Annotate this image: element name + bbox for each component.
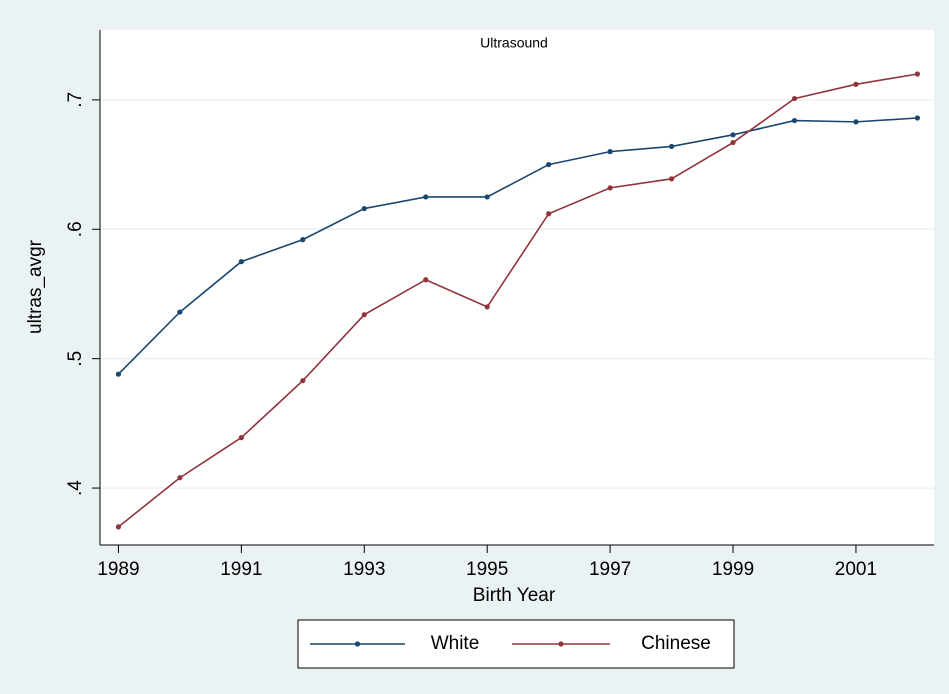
legend-marker xyxy=(354,641,361,647)
point xyxy=(484,304,490,310)
x-tick-label: 1995 xyxy=(466,559,508,580)
plot-background xyxy=(100,30,934,545)
point xyxy=(423,277,429,283)
point xyxy=(238,259,244,265)
point xyxy=(607,185,613,191)
point xyxy=(361,312,367,318)
point xyxy=(115,371,122,377)
point xyxy=(115,524,122,530)
y-tick-label: .7 xyxy=(65,92,86,108)
point xyxy=(238,435,244,441)
point xyxy=(423,194,429,200)
point xyxy=(361,205,367,212)
legend-label: Chinese xyxy=(641,633,711,654)
x-tick-label: 2001 xyxy=(835,559,877,580)
series-line xyxy=(117,117,918,375)
chart-title: Ultrasound xyxy=(480,35,548,51)
point xyxy=(914,71,921,77)
point xyxy=(607,149,613,155)
y-tick-label: .6 xyxy=(65,221,86,237)
x-axis-label: Birth Year xyxy=(473,585,556,606)
y-tick-label: .4 xyxy=(65,480,86,496)
point xyxy=(730,139,736,146)
point xyxy=(668,176,675,182)
point xyxy=(914,115,921,121)
x-tick-label: 1991 xyxy=(220,559,262,580)
point xyxy=(484,194,490,200)
point xyxy=(300,237,306,243)
point xyxy=(300,378,306,384)
point xyxy=(791,95,798,102)
y-axis-label: ultras_avgr xyxy=(25,239,46,334)
point xyxy=(546,161,552,168)
point xyxy=(546,211,552,217)
series-line xyxy=(117,73,918,528)
point xyxy=(730,132,736,138)
x-tick-label: 1997 xyxy=(589,559,631,580)
point xyxy=(177,475,183,481)
x-tick-label: 1989 xyxy=(97,559,139,580)
point xyxy=(853,81,859,87)
x-tick-label: 1999 xyxy=(712,559,754,580)
point xyxy=(668,143,675,150)
legend-marker xyxy=(558,641,564,647)
x-tick-label: 1993 xyxy=(343,559,385,580)
point xyxy=(853,119,859,125)
point xyxy=(791,117,798,124)
point xyxy=(177,309,183,315)
y-tick-label: .5 xyxy=(65,351,86,367)
legend-label: White xyxy=(431,633,480,654)
